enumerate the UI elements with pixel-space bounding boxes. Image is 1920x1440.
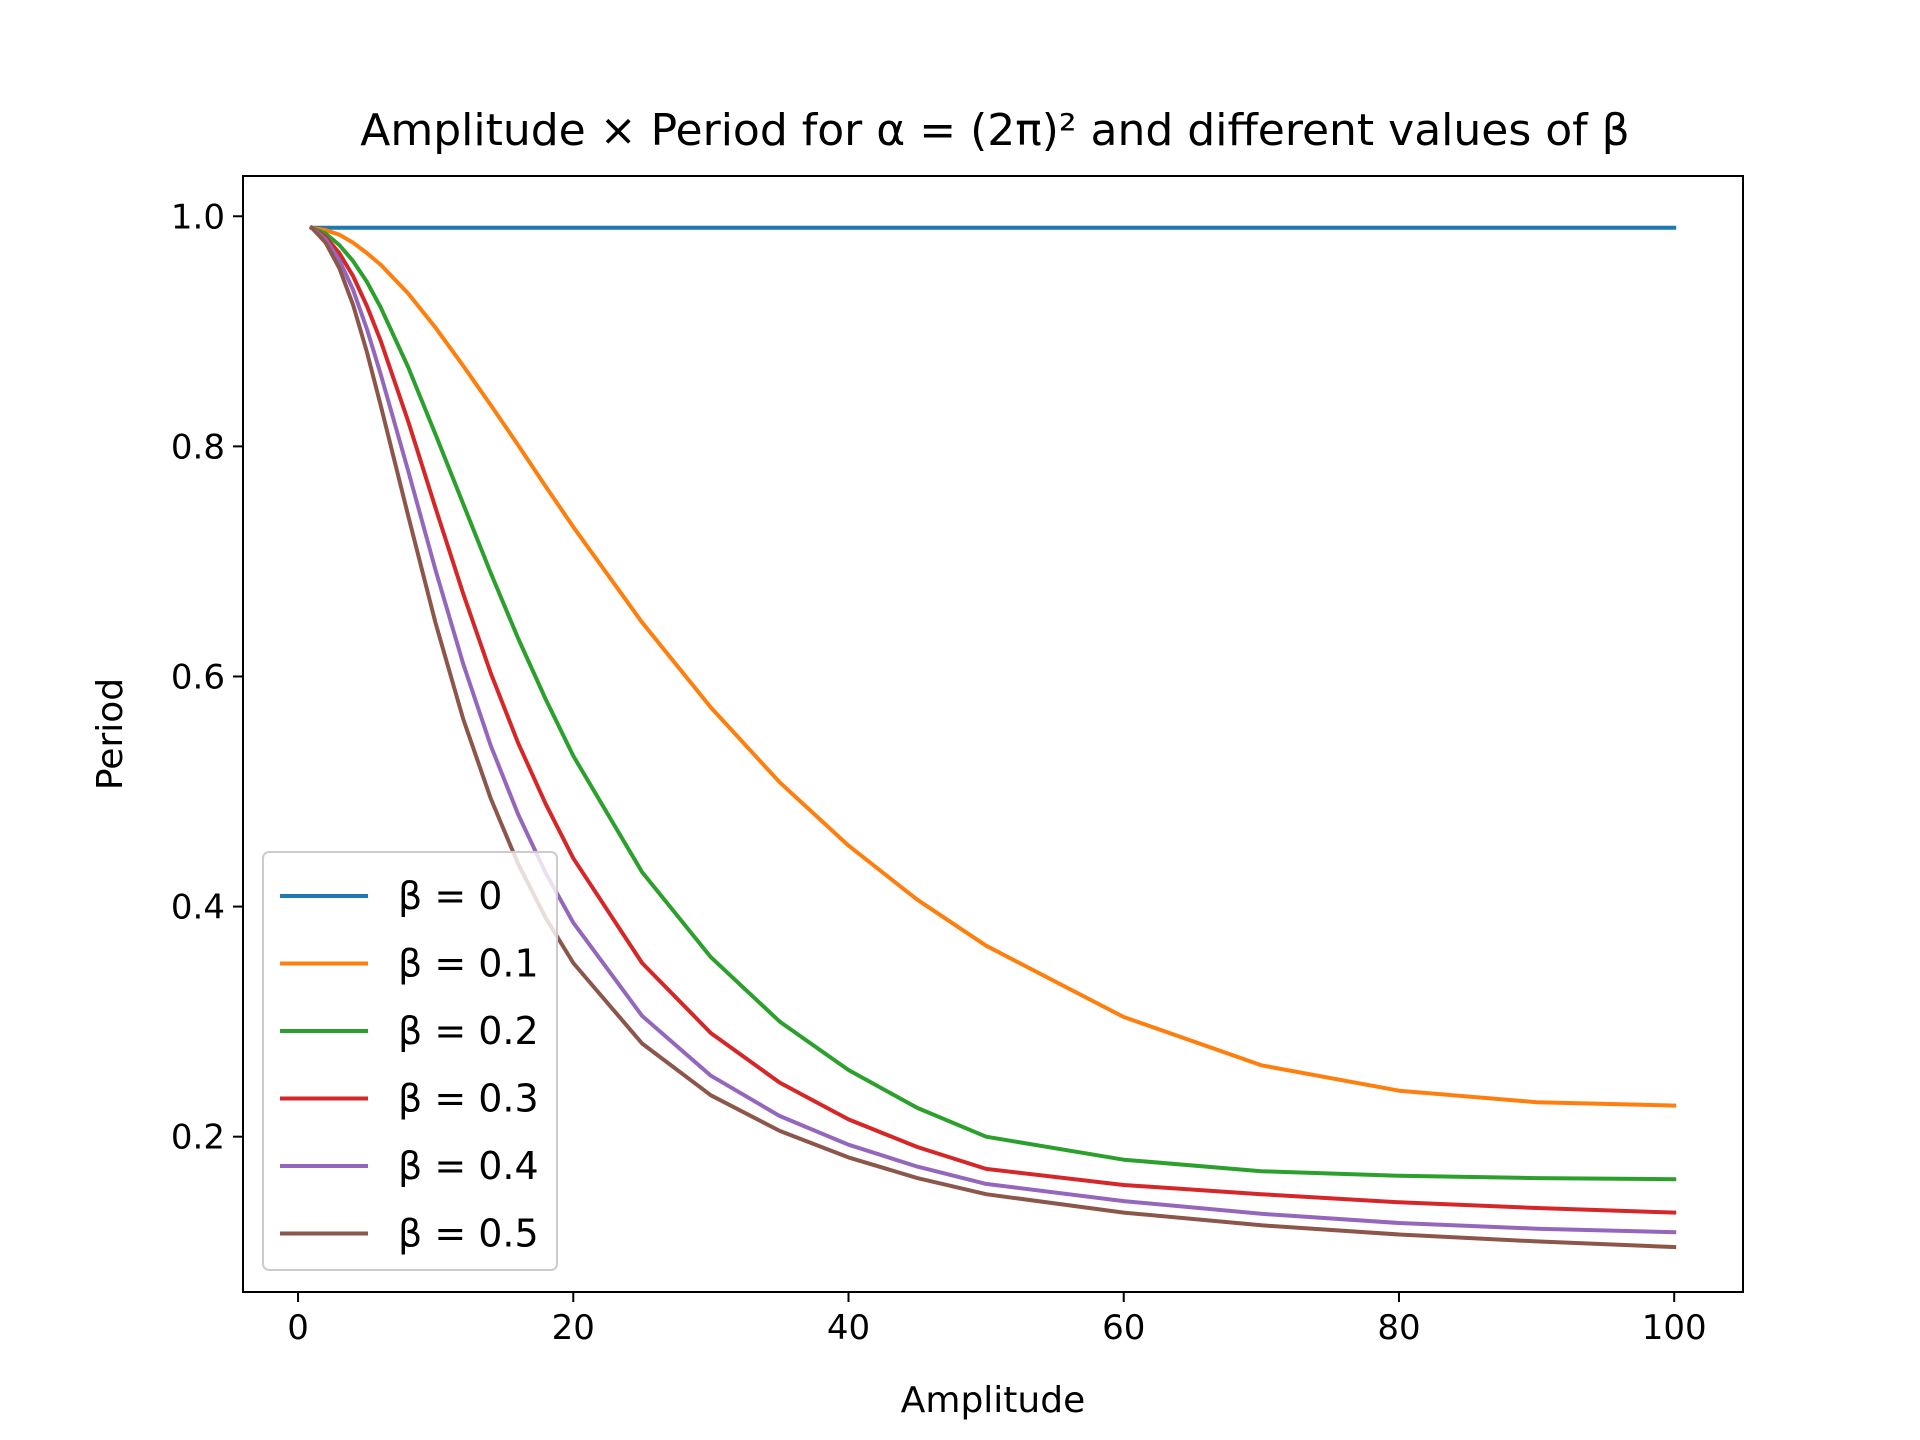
chart-title: Amplitude × Period for α = (2π)² and dif… (360, 105, 1629, 156)
y-axis-label: Period (90, 678, 131, 790)
legend-label-4: β = 0.4 (398, 1144, 539, 1188)
x-axis-label: Amplitude (901, 1380, 1085, 1421)
x-tick-label: 100 (1642, 1308, 1707, 1348)
legend-label-3: β = 0.3 (398, 1077, 539, 1121)
series-line-2 (309, 225, 1677, 1182)
x-tick-label: 60 (1102, 1308, 1145, 1348)
series-line-1 (309, 225, 1677, 1108)
x-tick-label: 80 (1377, 1308, 1420, 1348)
legend-label-0: β = 0 (398, 874, 502, 918)
legend-label-5: β = 0.5 (398, 1212, 539, 1256)
y-tick-label: 0.8 (171, 427, 225, 467)
x-tick-label: 20 (552, 1308, 595, 1348)
y-tick-label: 0.6 (171, 657, 225, 697)
y-tick-label: 0.2 (171, 1118, 225, 1158)
legend-label-2: β = 0.2 (398, 1009, 539, 1053)
series-line-4 (308, 224, 1677, 1235)
x-tick-label: 0 (287, 1308, 309, 1348)
legend: β = 0 β = 0.1 β = 0.2 β = 0.3 β = 0.4 β = 0.5 (262, 851, 558, 1271)
y-tick-label: 1.0 (171, 197, 225, 237)
series-layer (308, 224, 1677, 1250)
legend-label-1: β = 0.1 (398, 942, 539, 986)
series-line-3 (309, 225, 1677, 1215)
x-tick-label: 40 (827, 1308, 870, 1348)
plot-frame (242, 175, 1744, 1293)
y-tick-label: 0.4 (171, 888, 225, 928)
series-line-5 (308, 224, 1677, 1250)
ticks-layer: 0 20 40 60 80 100 0.2 0.4 0.6 0.8 1.0 (171, 197, 1707, 1348)
